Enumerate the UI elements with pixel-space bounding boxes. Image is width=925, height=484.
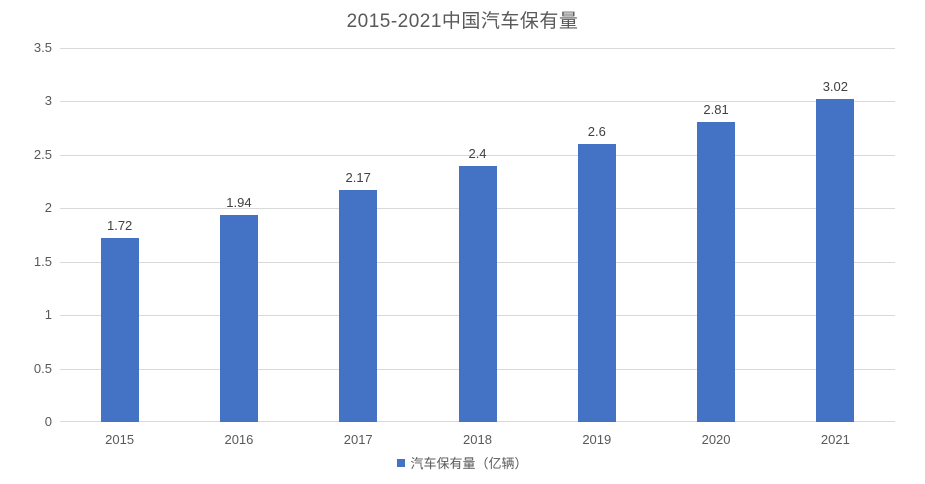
gridline: [60, 154, 895, 156]
x-axis-tick-label: 2018: [463, 432, 492, 447]
y-axis-tick-label: 3: [44, 93, 52, 109]
bar-2020: [697, 121, 736, 422]
x-axis-tick-label: 2021: [820, 432, 850, 447]
legend-label: 汽车保有量（亿辆）: [410, 456, 528, 471]
y-axis-tick-label: 2.5: [33, 146, 52, 162]
y-axis-tick-label: 3.5: [33, 40, 52, 55]
gridline: [60, 48, 895, 49]
y-axis-tick-label: 0.5: [33, 360, 52, 376]
x-axis-tick-label: 2017: [343, 432, 373, 447]
y-axis-tick-label: 1.5: [33, 253, 52, 269]
bar-2021: [816, 99, 855, 422]
bar-value-label: 2.17: [345, 170, 371, 186]
bar-value-label: 2.4: [468, 145, 487, 161]
gridline: [60, 101, 895, 103]
bar-value-label: 3.02: [822, 79, 848, 95]
chart-title: 2015-2021中国汽车保有量: [346, 11, 579, 32]
bar-2015: [100, 238, 139, 422]
x-axis-tick-label: 2020: [701, 432, 731, 447]
x-axis-tick-label: 2016: [224, 432, 254, 447]
bar-value-label: 2.81: [703, 101, 729, 117]
plot-area: 0 0.5 1 1.5 2 2.5 3 3.5 1.72 2015 1.94 2016 2.17 2017…: [34, 40, 895, 447]
y-axis-tick-label: 2: [44, 200, 52, 216]
bar-value-label: 1.72: [106, 218, 133, 234]
y-axis-tick-label: 0: [44, 414, 52, 429]
legend-swatch-icon: [397, 458, 406, 467]
bar-value-label: 1.94: [226, 194, 252, 210]
bar-2017: [339, 190, 378, 422]
x-axis-tick-label: 2015: [105, 432, 135, 447]
y-axis-tick-label: 1: [44, 307, 52, 323]
bar-2019: [577, 144, 616, 422]
bar-2016: [219, 214, 258, 422]
legend: 汽车保有量（亿辆）: [0, 453, 925, 472]
bar-2018: [458, 165, 497, 422]
bar-value-label: 2.6: [587, 124, 606, 140]
x-axis-tick-label: 2019: [582, 432, 612, 447]
